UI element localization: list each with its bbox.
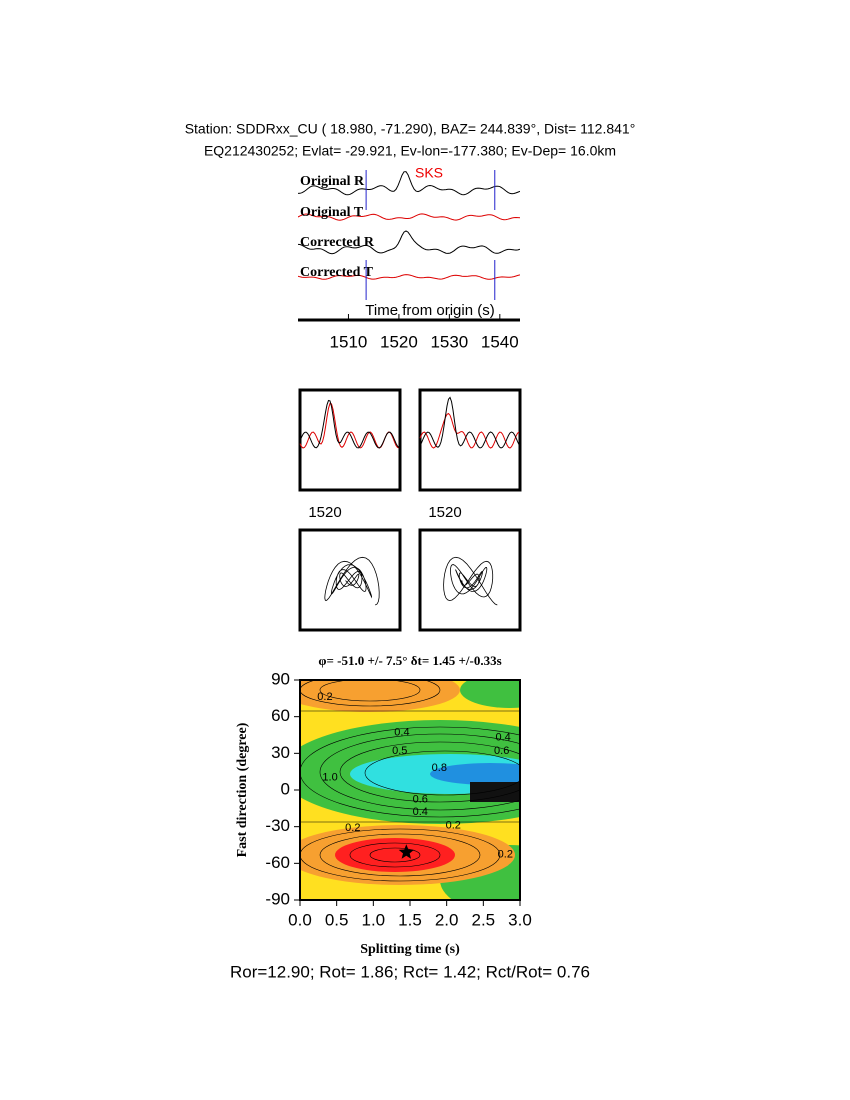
y-axis-title: Fast direction (degree)	[235, 722, 250, 857]
particle-panels	[298, 388, 522, 632]
panel	[418, 388, 522, 492]
x-tick-label: 1.0	[362, 910, 386, 929]
phase-label: SKS	[415, 165, 443, 181]
x-axis-title: Splitting time (s)	[360, 942, 460, 957]
panel	[418, 528, 522, 632]
waveform	[419, 412, 520, 449]
contour-label: 0.6	[494, 745, 509, 757]
header-line: EQ212430252; Evlat= -29.921, Ev-lon=-177…	[204, 143, 616, 159]
x-tick-label: 2.0	[435, 910, 459, 929]
misfit-surface	[300, 680, 520, 900]
best-fit-star	[398, 844, 414, 859]
x-tick-label: 1530	[430, 332, 468, 351]
contour-label: 0.4	[413, 806, 428, 818]
footer: Ror=12.90; Rot= 1.86; Rct= 1.42; Rct/Rot…	[230, 962, 590, 981]
contour-label: 0.6	[413, 794, 428, 806]
y-tick-label: 90	[271, 669, 290, 688]
contour-label: 0.5	[392, 745, 407, 757]
contour-label: 0.4	[495, 731, 510, 743]
waveform	[299, 399, 400, 449]
contour-label: 0.2	[345, 822, 360, 834]
traces	[298, 171, 520, 280]
trace	[298, 213, 520, 221]
y-tick-label: -30	[265, 816, 290, 835]
contour-label: 1.0	[322, 772, 337, 784]
y-tick-label: -90	[265, 889, 290, 908]
y-tick-label: -60	[265, 853, 290, 872]
y-tick-label: 0	[281, 779, 290, 798]
x-tick-label: 1520	[380, 332, 418, 351]
trace-label: Original R	[300, 174, 365, 189]
y-tick-label: 30	[271, 743, 290, 762]
trace-label: Corrected R	[300, 235, 375, 250]
y-tick-label: 60	[271, 706, 290, 725]
x-tick-label: 1.5	[398, 910, 422, 929]
contour-label: 0.2	[446, 819, 461, 831]
contour-label: 0.2	[498, 849, 513, 861]
trace-label: Corrected T	[300, 265, 374, 280]
x-tick-label: 1510	[330, 332, 368, 351]
panel-tick-label: 1520	[428, 504, 461, 521]
panel-tick-label: 1520	[308, 504, 341, 521]
trace	[298, 230, 520, 255]
axis-label: Time from origin (s)	[365, 302, 494, 319]
panel	[298, 528, 402, 632]
contour-label: 0.4	[394, 726, 409, 738]
x-tick-label: 0.5	[325, 910, 349, 929]
contour-label: 0.2	[317, 691, 332, 703]
chart-title: φ= -51.0 +/- 7.5° δt= 1.45 +/-0.33s	[318, 653, 501, 668]
trace	[298, 274, 520, 280]
contour-label: 0.8	[432, 762, 447, 774]
trace	[298, 171, 520, 196]
waveform	[299, 402, 400, 449]
panel	[298, 388, 402, 492]
x-tick-label: 2.5	[472, 910, 496, 929]
x-tick-label: 1540	[481, 332, 519, 351]
particle-motion	[443, 556, 498, 606]
waveform	[419, 396, 520, 449]
x-tick-label: 0.0	[288, 910, 312, 929]
trace-label: Original T	[300, 205, 364, 220]
particle-motion	[324, 556, 380, 606]
x-tick-label: 3.0	[508, 910, 532, 929]
header-line: Station: SDDRxx_CU ( 18.980, -71.290), B…	[185, 121, 636, 137]
